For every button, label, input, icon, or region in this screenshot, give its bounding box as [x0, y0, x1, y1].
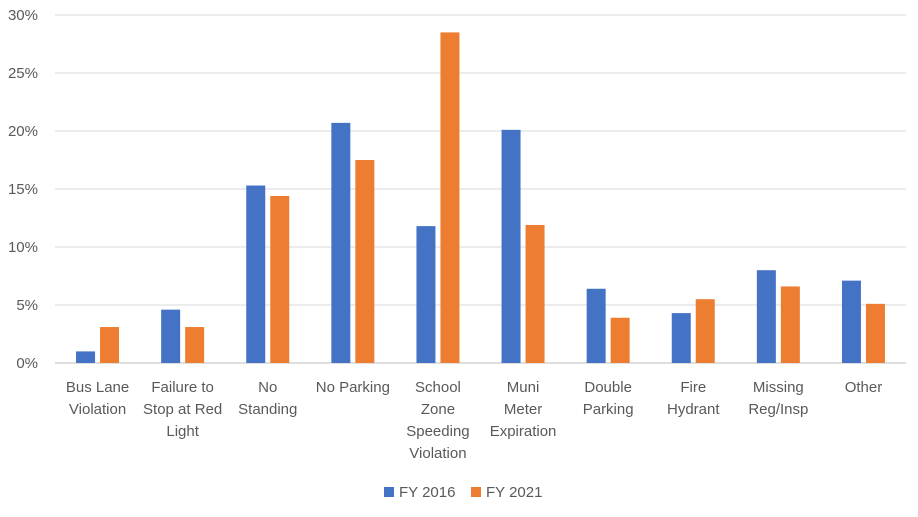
x-category-label-line: Expiration: [490, 423, 557, 440]
x-category-label-line: Violation: [69, 401, 126, 418]
x-category-label: Muni Meter Expiration: [490, 379, 557, 440]
y-tick-label: 10%: [8, 239, 38, 256]
gridlines: [55, 14, 906, 364]
x-category-label: Missing Reg/Insp: [748, 379, 808, 418]
x-category-label-line: Zone: [421, 401, 455, 418]
x-category-label-line: Speeding: [406, 423, 469, 440]
y-axis-ticks: 0% 5% 10% 15% 20% 25% 30%: [8, 7, 38, 372]
bar-fy-2016: [756, 270, 776, 363]
legend-item: FY 2021: [471, 484, 542, 501]
bar-fy-2016: [501, 129, 521, 363]
x-category-label-line: Muni: [507, 379, 540, 396]
bar-fy-2021: [355, 160, 375, 363]
bar-fy-2021: [695, 299, 715, 363]
x-category-label: Fire Hydrant: [667, 379, 720, 418]
legend: FY 2016 FY 2021: [384, 484, 542, 501]
y-tick-label: 5%: [16, 297, 38, 314]
bar-fy-2021: [610, 317, 630, 363]
bar-fy-2016: [841, 280, 861, 363]
legend-item: FY 2016: [384, 484, 455, 501]
y-tick-label: 20%: [8, 123, 38, 140]
x-category-label-line: Stop at Red: [143, 401, 222, 418]
bar-fy-2021: [780, 286, 800, 363]
bar-fy-2016: [671, 313, 691, 363]
x-category-label-line: Violation: [409, 445, 466, 462]
x-category-label: No Parking: [316, 379, 390, 396]
x-category-label: Double Parking: [583, 379, 634, 418]
x-category-label-line: Bus Lane: [66, 379, 129, 396]
y-tick-label: 25%: [8, 65, 38, 82]
x-category-label-line: No Parking: [316, 379, 390, 396]
x-axis-categories: Bus Lane Violation Failure to Stop at Red Li…: [66, 379, 882, 462]
legend-label: FY 2016: [399, 484, 455, 501]
y-tick-label: 30%: [8, 7, 38, 24]
bar-fy-2016: [586, 288, 606, 363]
bar-fy-2021: [185, 327, 205, 363]
x-category-label-line: Other: [845, 379, 883, 396]
x-category-label-line: Meter: [504, 401, 542, 418]
legend-swatch: [471, 487, 481, 497]
bar-fy-2016: [416, 226, 436, 363]
bar-fy-2021: [100, 327, 120, 363]
x-category-label-line: Reg/Insp: [748, 401, 808, 418]
x-category-label-line: Standing: [238, 401, 297, 418]
x-category-label-line: Parking: [583, 401, 634, 418]
x-category-label: Bus Lane Violation: [66, 379, 129, 418]
bar-fy-2016: [331, 122, 351, 363]
x-category-label-line: Fire: [680, 379, 706, 396]
x-category-label-line: No: [258, 379, 277, 396]
bar-fy-2016: [76, 351, 96, 363]
y-tick-label: 15%: [8, 181, 38, 198]
y-tick-label: 0%: [16, 355, 38, 372]
bar-fy-2021: [865, 303, 885, 363]
x-category-label-line: Missing: [753, 379, 804, 396]
x-category-label-line: School: [415, 379, 461, 396]
x-category-label: Failure to Stop at Red Light: [143, 379, 222, 440]
x-category-label: Other: [845, 379, 883, 396]
x-category-label-line: Light: [166, 423, 199, 440]
x-category-label-line: Failure to: [151, 379, 214, 396]
bar-fy-2021: [525, 224, 545, 363]
x-category-label: No Standing: [238, 379, 297, 418]
bar-fy-2021: [270, 195, 290, 363]
x-category-label-line: Hydrant: [667, 401, 720, 418]
legend-label: FY 2021: [486, 484, 542, 501]
x-category-label: School Zone Speeding Violation: [406, 379, 469, 462]
bar-fy-2016: [161, 309, 181, 363]
bar-fy-2016: [246, 185, 266, 363]
bars: [76, 32, 885, 364]
bar-fy-2021: [440, 32, 460, 364]
x-category-label-line: Double: [584, 379, 632, 396]
legend-swatch: [384, 487, 394, 497]
